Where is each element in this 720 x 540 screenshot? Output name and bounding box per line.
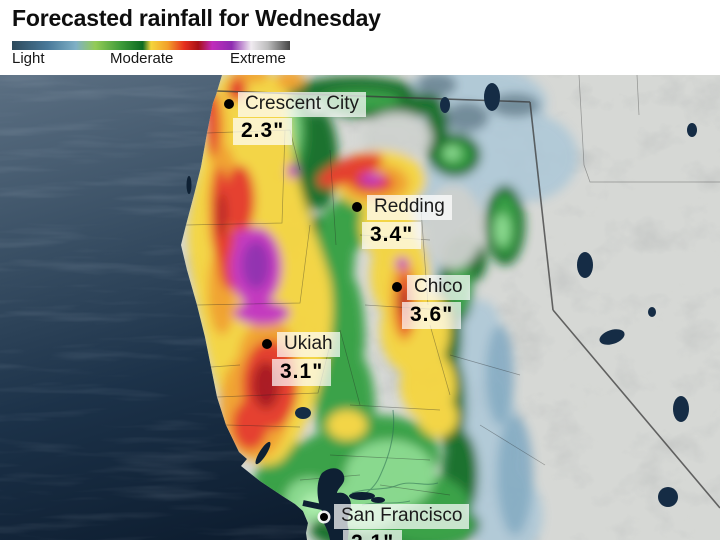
map-canvas [0, 75, 720, 540]
page-title: Forecasted rainfall for Wednesday [12, 5, 381, 31]
crescent-city-label: Crescent City [238, 92, 367, 117]
chico-dot [392, 282, 402, 292]
ukiah-label: Ukiah [277, 332, 340, 357]
redding-rainfall-value: 3.4" [362, 222, 422, 249]
redding-label: Redding [367, 195, 452, 220]
san-francisco-dot [320, 513, 328, 521]
legend-gradient-bar [12, 41, 290, 50]
legend-label-extreme: Extreme [230, 50, 286, 67]
redding-dot [352, 202, 362, 212]
ukiah-rainfall-value: 3.1" [272, 359, 332, 386]
forecast-map: Crescent City 2.3" Redding 3.4" Chico 3.… [0, 75, 720, 540]
chico-label: Chico [407, 275, 470, 300]
header: Forecasted rainfall for Wednesday Light … [0, 0, 720, 75]
san-francisco-rainfall-value: 2.1" [343, 530, 403, 540]
chico-rainfall-value: 3.6" [402, 302, 462, 329]
ukiah-dot [262, 339, 272, 349]
legend-label-moderate: Moderate [110, 50, 174, 67]
crescent-city-rainfall-value: 2.3" [233, 118, 293, 145]
legend-label-light: Light [12, 50, 45, 67]
crescent-city-dot [224, 99, 234, 109]
lakes [295, 83, 697, 507]
san-francisco-label: San Francisco [334, 504, 470, 529]
